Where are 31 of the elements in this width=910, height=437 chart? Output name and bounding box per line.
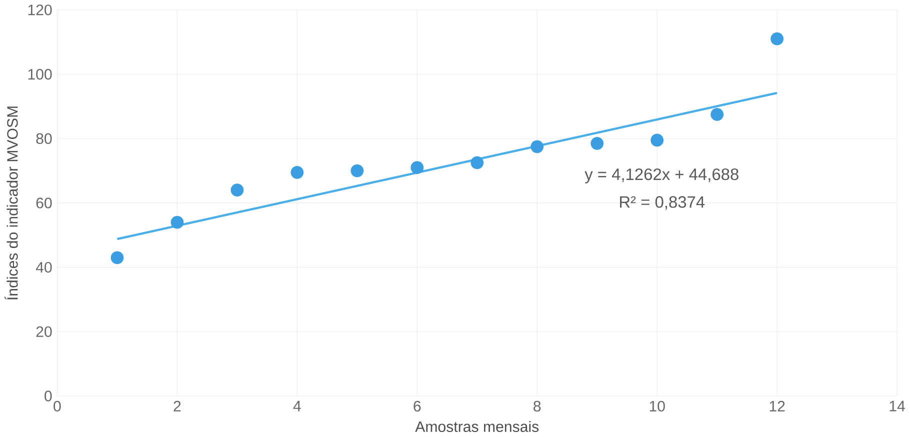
x-tick-label: 4 (293, 401, 301, 412)
x-tick-label: 6 (414, 401, 421, 412)
point (470, 156, 484, 170)
y-tick-label: 120 (28, 4, 52, 16)
x-tick-label: 14 (890, 401, 905, 412)
point (290, 166, 304, 180)
annotation: R² = 0,8374 (620, 196, 705, 210)
point (170, 216, 184, 229)
point (770, 32, 784, 46)
x-tick-label: 10 (650, 401, 665, 412)
y-tick-label: 20 (36, 326, 52, 338)
y-tick-label: 60 (36, 198, 52, 208)
y-tick-label: 40 (36, 262, 52, 273)
x-tick-label: 2 (174, 401, 181, 412)
y-tick-label: 80 (36, 133, 52, 144)
y-axis-title: Índices do indicador MVOSM (4, 106, 18, 300)
point (590, 137, 604, 150)
point (710, 108, 724, 122)
point (410, 161, 424, 174)
x-axis-title: Amostras mensais (415, 421, 539, 432)
point (650, 134, 664, 147)
x-tick-label: 0 (54, 401, 61, 412)
point (530, 140, 544, 154)
y-tick-label: 0 (44, 390, 52, 402)
annotation: y = 4,1262x + 44,688 (584, 168, 738, 184)
x-tick-label: 8 (534, 401, 541, 412)
x-tick-label: 12 (770, 401, 785, 412)
point (230, 184, 244, 197)
y-tick-label: 100 (28, 69, 52, 80)
point (350, 164, 364, 178)
point (110, 251, 124, 264)
